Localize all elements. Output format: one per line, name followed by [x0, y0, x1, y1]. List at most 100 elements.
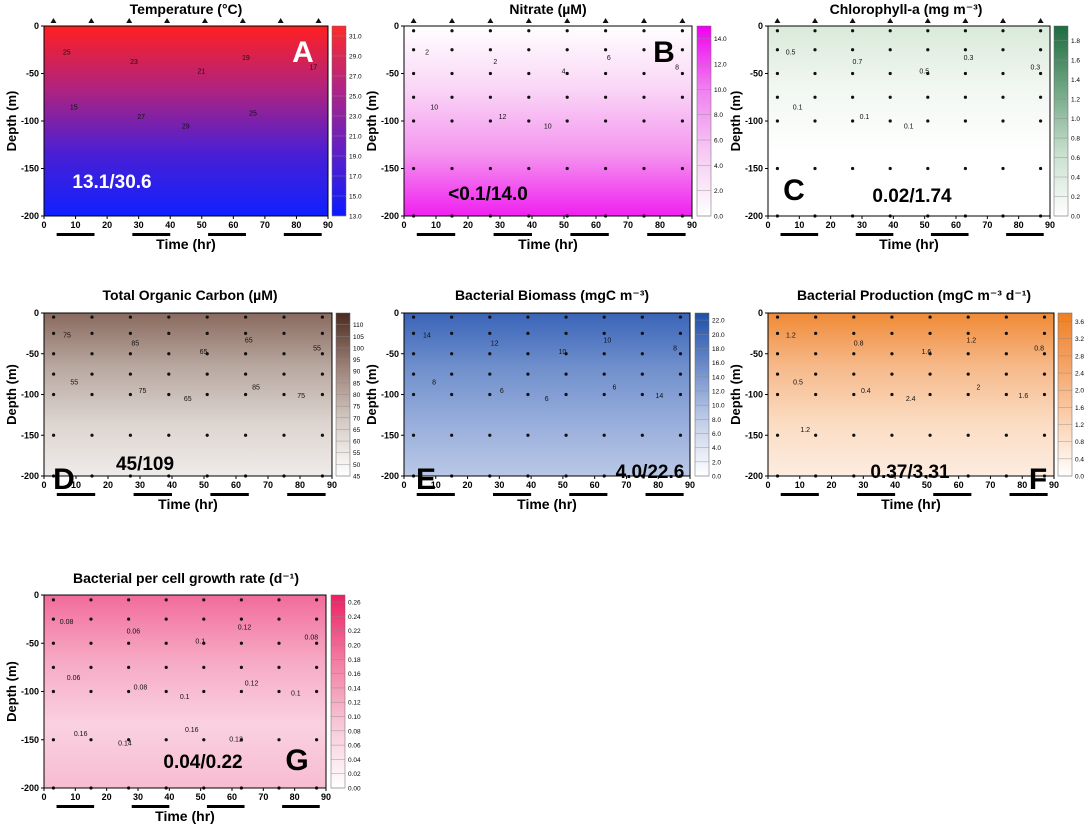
- x-axis-label: Time (hr): [879, 236, 939, 252]
- contour-label: 15: [70, 105, 78, 112]
- sample-point: [1042, 331, 1047, 335]
- sample-point: [966, 331, 970, 335]
- y-tick-label: -200: [745, 211, 763, 221]
- sample-point: [1001, 95, 1005, 99]
- contour-label: 65: [245, 337, 253, 344]
- y-axis-label: Depth (m): [364, 364, 379, 425]
- y-tick-label: -50: [26, 69, 39, 79]
- heatmap-field: [44, 26, 328, 216]
- contour-label: 0.7: [853, 59, 863, 66]
- chart-title: Chlorophyll-a (mg m⁻³): [830, 1, 983, 17]
- y-tick-label: 0: [34, 308, 39, 318]
- sample-point: [167, 331, 171, 335]
- y-tick-label: -100: [381, 390, 399, 400]
- sample-point: [678, 352, 683, 356]
- colorbar-tick-label: 2.0: [714, 188, 723, 195]
- y-tick-label: 0: [34, 21, 39, 31]
- contour-label: 0.4: [861, 388, 871, 395]
- x-tick-label: 20: [827, 480, 837, 490]
- colorbar-tick-label: 0.14: [348, 685, 361, 692]
- x-tick-label: 30: [495, 220, 505, 230]
- sample-point: [526, 372, 530, 376]
- sample-point: [813, 71, 817, 76]
- sample-point: [89, 617, 93, 621]
- sample-point: [90, 331, 94, 335]
- sample-point: [244, 372, 248, 376]
- sample-point: [282, 372, 286, 376]
- contour-label: 0.1: [291, 690, 301, 697]
- panel-d: 75 85 65 65 55 55 75 65 85 75 0 10 20 30 40 50 60 70 80 90 0…: [4, 287, 364, 512]
- value-range-label: <0.1/14.0: [448, 184, 528, 205]
- sample-point: [680, 119, 685, 123]
- x-tick-label: 70: [985, 480, 995, 490]
- contour-label: 6: [607, 55, 611, 62]
- sample-point: [52, 433, 56, 437]
- sample-point: [888, 29, 892, 33]
- sample-point: [851, 119, 855, 123]
- dark-period-bar: [492, 493, 532, 496]
- x-tick-label: 90: [687, 220, 697, 230]
- sample-point: [164, 641, 168, 645]
- heatmap-field: [768, 313, 1054, 476]
- sample-point: [205, 352, 209, 356]
- sample-point: [1039, 119, 1043, 123]
- sample-point: [411, 392, 416, 397]
- contour-label: 10: [430, 105, 438, 112]
- contour-label: 21: [197, 69, 205, 76]
- sample-point: [52, 392, 56, 397]
- sample-point: [966, 392, 970, 397]
- sample-point: [244, 331, 248, 335]
- sample-point: [239, 641, 243, 645]
- sample-point: [282, 331, 286, 335]
- y-tick-label: -100: [21, 116, 39, 126]
- y-tick-label: 0: [394, 308, 399, 318]
- panel-e: 14 12 10 10 8 8 6 6 6 14 0 10 20 30 40 50 60 70 80 90 0 -50 -1…: [364, 287, 725, 512]
- contour-label: 17: [309, 65, 317, 72]
- sample-point: [602, 315, 606, 319]
- contour-label: 10: [544, 124, 552, 131]
- dark-period-bar: [416, 493, 455, 496]
- sample-point: [604, 29, 608, 33]
- sample-point: [51, 598, 56, 602]
- sample-point: [640, 352, 644, 356]
- y-tick-label: -50: [26, 349, 39, 359]
- contour-label: 0.06: [127, 629, 141, 636]
- colorbar-tick-label: 0.06: [348, 743, 361, 750]
- dark-period-bar: [930, 233, 969, 236]
- contour-label: 6: [545, 396, 549, 403]
- x-tick-label: 90: [1049, 480, 1059, 490]
- sample-point: [277, 617, 281, 621]
- chart-title: Nitrate (µM): [509, 1, 586, 17]
- x-tick-label: 70: [263, 480, 273, 490]
- dark-period-bar: [645, 493, 684, 496]
- sample-point: [1001, 166, 1005, 171]
- sample-point: [128, 331, 132, 335]
- x-tick-label: 20: [463, 220, 473, 230]
- contour-label: 85: [131, 341, 139, 348]
- x-tick-label: 0: [41, 220, 46, 230]
- x-tick-label: 60: [951, 220, 961, 230]
- colorbar-tick-label: 8.0: [712, 417, 721, 424]
- sample-point: [1004, 433, 1008, 437]
- contour-label: 0.3: [964, 55, 974, 62]
- contour-label: 0.5: [786, 50, 796, 57]
- sample-point: [128, 352, 132, 356]
- sampling-marker: [449, 18, 455, 23]
- sample-point: [89, 665, 93, 669]
- y-tick-label: -200: [381, 211, 399, 221]
- colorbar-tick-label: 4.0: [712, 445, 721, 452]
- sample-point: [412, 71, 416, 76]
- colorbar-tick-label: 0.8: [1071, 136, 1080, 143]
- colorbar-tick-label: 8.0: [714, 112, 723, 119]
- contour-label: 6: [500, 388, 504, 395]
- x-tick-label: 50: [196, 792, 206, 802]
- sample-point: [926, 119, 930, 123]
- sampling-marker: [602, 18, 609, 23]
- x-tick-label: 60: [228, 220, 238, 230]
- sample-point: [565, 48, 569, 52]
- sample-point: [488, 315, 492, 319]
- contour-label: 23: [130, 59, 138, 66]
- sample-point: [90, 372, 94, 376]
- x-tick-label: 80: [1014, 220, 1024, 230]
- sample-point: [604, 166, 608, 171]
